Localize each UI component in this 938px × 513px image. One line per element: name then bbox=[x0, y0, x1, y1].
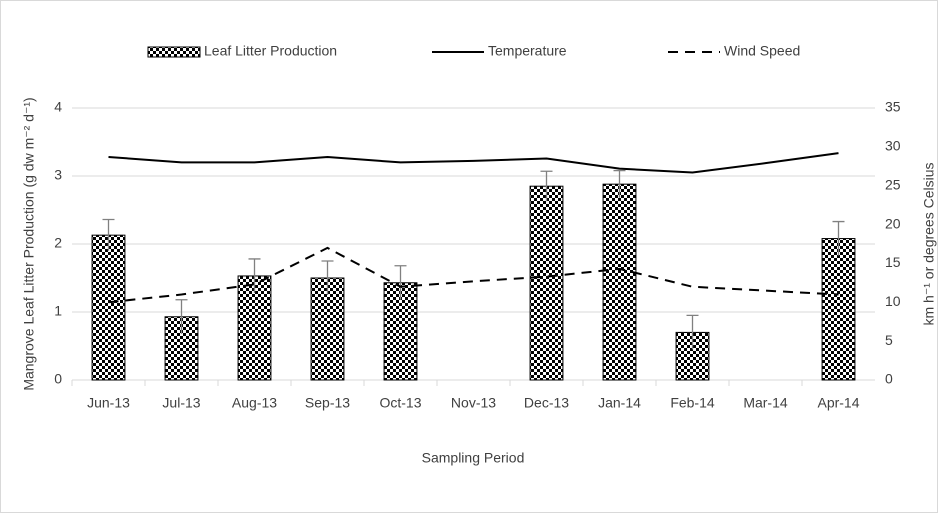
y2-tick-label: 15 bbox=[885, 254, 901, 270]
error-bar bbox=[832, 220, 845, 256]
x-tick-label: Nov-13 bbox=[451, 395, 496, 411]
x-tick-label: Aug-13 bbox=[232, 395, 277, 411]
line bbox=[108, 152, 839, 174]
bar bbox=[602, 183, 637, 381]
error-bar bbox=[321, 260, 334, 295]
y2-axis-label: km h⁻¹ or degrees Celsius bbox=[921, 162, 937, 325]
legend-swatch bbox=[147, 46, 201, 58]
y2-tick-label: 25 bbox=[885, 176, 901, 192]
legend-label: Temperature bbox=[488, 43, 567, 59]
y-tick-label: 3 bbox=[54, 167, 62, 183]
y-tick-label: 4 bbox=[54, 99, 62, 115]
y2-tick-label: 20 bbox=[885, 215, 901, 231]
y2-tick-label: 35 bbox=[885, 99, 901, 115]
error-bar bbox=[613, 169, 626, 198]
y-tick-label: 2 bbox=[54, 235, 62, 251]
y-axis-label: Mangrove Leaf Litter Production (g dw m⁻… bbox=[21, 97, 37, 390]
legend-label: Leaf Litter Production bbox=[204, 43, 337, 59]
bar bbox=[91, 234, 126, 381]
x-axis-label: Sampling Period bbox=[422, 450, 525, 466]
y2-tick-label: 30 bbox=[885, 138, 901, 154]
x-tick-label: Apr-14 bbox=[817, 395, 859, 411]
y-tick-label: 0 bbox=[54, 371, 62, 387]
error-bar bbox=[248, 258, 261, 293]
error-bar bbox=[175, 299, 188, 334]
y2-tick-label: 10 bbox=[885, 293, 901, 309]
x-tick-label: Mar-14 bbox=[743, 395, 788, 411]
x-tick-label: Oct-13 bbox=[379, 395, 421, 411]
y2-tick-label: 5 bbox=[885, 332, 893, 348]
x-tick-label: Dec-13 bbox=[524, 395, 569, 411]
error-bar bbox=[686, 314, 699, 350]
x-tick-label: Jun-13 bbox=[87, 395, 130, 411]
y2-tick-label: 0 bbox=[885, 371, 893, 387]
y-tick-label: 1 bbox=[54, 303, 62, 319]
legend-label: Wind Speed bbox=[724, 43, 800, 59]
x-tick-label: Jul-13 bbox=[162, 395, 200, 411]
error-bar bbox=[102, 218, 115, 251]
bar bbox=[529, 185, 564, 381]
error-bar bbox=[540, 170, 553, 202]
x-tick-label: Jan-14 bbox=[598, 395, 641, 411]
x-tick-label: Feb-14 bbox=[670, 395, 715, 411]
bar bbox=[821, 238, 856, 381]
bar bbox=[237, 275, 272, 381]
error-bar bbox=[394, 265, 407, 300]
x-tick-label: Sep-13 bbox=[305, 395, 350, 411]
line bbox=[108, 246, 839, 304]
